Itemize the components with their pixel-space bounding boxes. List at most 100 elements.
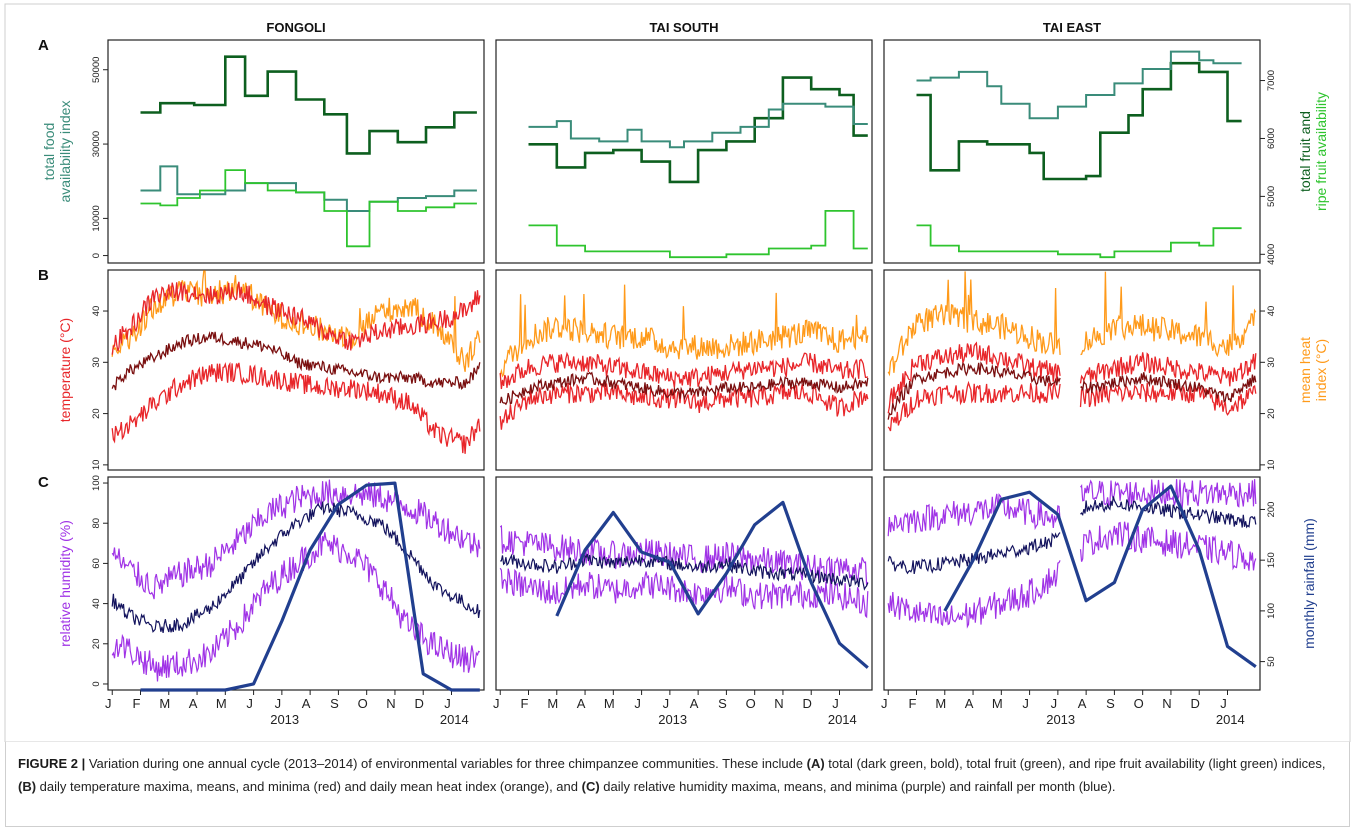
caption-panel-ref: (C) (581, 779, 600, 794)
series-line-daily-mean-temperature (499, 371, 869, 406)
y-tick-label: 10000 (91, 205, 102, 231)
series-line-monthly-rainfall (943, 484, 1257, 669)
x-tick-label: S (1106, 696, 1115, 711)
y-tick-label: 4000 (1266, 244, 1277, 265)
x-tick-label: J (1022, 696, 1029, 711)
y-tick-label: 50000 (91, 57, 102, 83)
x-tick-label: J (444, 696, 451, 711)
x-year-label: 2014 (1216, 712, 1245, 727)
series-line-total-fruit (916, 50, 1242, 120)
x-tick-label: J (634, 696, 641, 711)
x-tick-label: J (1220, 696, 1227, 711)
x-tick-label: A (189, 696, 198, 711)
series-line-daily-mean-heat-index (887, 271, 1257, 377)
series-line-daily-minimum-temperature (111, 361, 481, 454)
series-line-daily-maximum-humidity (887, 479, 1257, 537)
row-letter: C (38, 474, 49, 491)
y-tick-label: 30000 (91, 131, 102, 157)
series-line-daily-maximum-temperature (111, 281, 481, 355)
x-tick-label: N (1162, 696, 1171, 711)
x-year-label: 2013 (658, 712, 687, 727)
x-year-label: 2014 (828, 712, 857, 727)
x-tick-label: A (577, 696, 586, 711)
series-line-total-fruit (528, 102, 868, 149)
x-tick-label: M (547, 696, 558, 711)
caption-panel-ref: (A) (806, 756, 825, 771)
series-line-total (528, 76, 868, 184)
x-year-label: 2014 (440, 712, 469, 727)
x-tick-label: M (992, 696, 1003, 711)
caption-text: Variation during one annual cycle (2013–… (18, 756, 1325, 794)
series-line-daily-maximum-temperature (887, 341, 1257, 414)
x-tick-label: N (386, 696, 395, 711)
y-tick-label: 150 (1266, 552, 1277, 568)
series-line-ripe-fruit (140, 169, 477, 248)
panel-frame (495, 269, 873, 471)
y-tick-label: 60 (91, 558, 102, 569)
x-tick-label: M (935, 696, 946, 711)
series-line-monthly-rainfall (140, 481, 480, 692)
x-tick-label: D (1191, 696, 1200, 711)
x-tick-label: D (415, 696, 424, 711)
x-tick-label: J (663, 696, 670, 711)
caption-segment: Variation during one annual cycle (2013–… (85, 756, 807, 771)
y-tick-label: 5000 (1266, 186, 1277, 207)
figure-caption: FIGURE 2 | Variation during one annual c… (18, 752, 1343, 798)
y-tick-label: 0 (91, 681, 102, 686)
series-line-ripe-fruit (528, 210, 868, 259)
x-tick-label: J (246, 696, 253, 711)
left-axis-label: relative humidity (%) (57, 520, 73, 647)
series-line-daily-mean-heat-index (499, 284, 869, 378)
series-line-daily-mean-temperature (111, 331, 481, 391)
caption-frame (5, 742, 1350, 827)
panel-frame (495, 39, 873, 264)
row-letter: A (38, 37, 49, 54)
series-line-daily-maximum-humidity (111, 479, 481, 600)
x-tick-label: F (133, 696, 141, 711)
x-tick-label: J (1051, 696, 1058, 711)
series-line-daily-mean-temperature (887, 361, 1257, 420)
x-tick-label: J (881, 696, 888, 711)
y-tick-label: 100 (1266, 603, 1277, 619)
x-tick-label: O (358, 696, 368, 711)
y-tick-label: 200 (1266, 502, 1277, 518)
y-tick-label: 7000 (1266, 70, 1277, 91)
y-tick-label: 80 (91, 518, 102, 529)
x-tick-label: F (909, 696, 917, 711)
panel-title: FONGOLI (266, 20, 325, 35)
y-tick-label: 30 (91, 357, 102, 368)
panel-title: TAI SOUTH (649, 20, 718, 35)
x-tick-label: N (774, 696, 783, 711)
series-line-total (140, 55, 477, 155)
left-axis-label: total food (41, 123, 57, 181)
x-tick-label: S (330, 696, 339, 711)
x-year-label: 2013 (270, 712, 299, 727)
y-tick-label: 6000 (1266, 128, 1277, 149)
y-tick-label: 50 (1266, 656, 1277, 667)
x-tick-label: D (803, 696, 812, 711)
caption-segment: daily temperature maxima, means, and min… (36, 779, 582, 794)
panel-frame (883, 39, 1261, 264)
right-axis-label: total fruit and (1297, 111, 1313, 192)
caption-segment: total (dark green, bold), total fruit (g… (824, 756, 1326, 771)
x-tick-label: S (718, 696, 727, 711)
y-tick-label: 40 (91, 598, 102, 609)
left-axis-label: availability index (57, 101, 73, 203)
y-tick-label: 40 (91, 306, 102, 317)
panel-frame (107, 39, 485, 264)
y-tick-label: 40 (1266, 306, 1277, 317)
x-tick-label: F (521, 696, 529, 711)
series-line-ripe-fruit (916, 224, 1242, 259)
x-tick-label: M (216, 696, 227, 711)
x-tick-label: M (159, 696, 170, 711)
y-tick-label: 10 (1266, 460, 1277, 471)
series-line-daily-minimum-temperature (887, 380, 1257, 432)
x-tick-label: J (105, 696, 112, 711)
right-axis-label: ripe fruit availability (1313, 92, 1329, 211)
y-tick-label: 100 (91, 475, 102, 491)
caption-lead: FIGURE 2 | (18, 756, 86, 771)
series-line-daily-minimum-humidity (887, 521, 1257, 629)
y-tick-label: 20 (91, 408, 102, 419)
panel-frame (107, 269, 485, 471)
series-line-monthly-rainfall (555, 500, 869, 669)
